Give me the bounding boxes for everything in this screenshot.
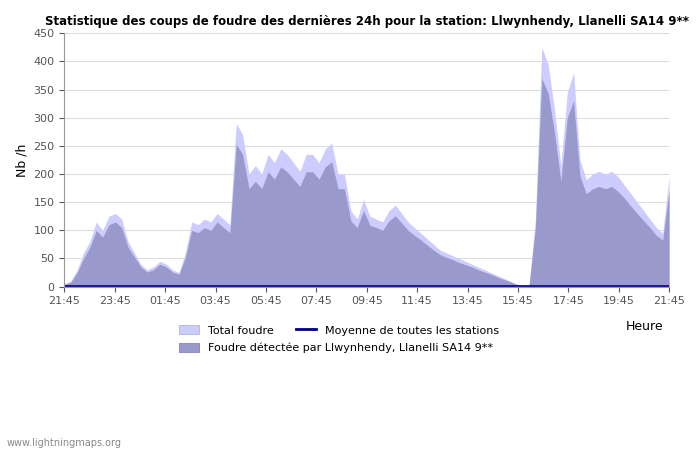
Title: Statistique des coups de foudre des dernières 24h pour la station: Llwynhendy, L: Statistique des coups de foudre des dern… bbox=[45, 15, 689, 28]
Y-axis label: Nb /h: Nb /h bbox=[15, 143, 28, 177]
Text: Heure: Heure bbox=[625, 320, 663, 333]
Text: www.lightningmaps.org: www.lightningmaps.org bbox=[7, 438, 122, 448]
Legend: Foudre détectée par Llwynhendy, Llanelli SA14 9**: Foudre détectée par Llwynhendy, Llanelli… bbox=[178, 343, 493, 353]
